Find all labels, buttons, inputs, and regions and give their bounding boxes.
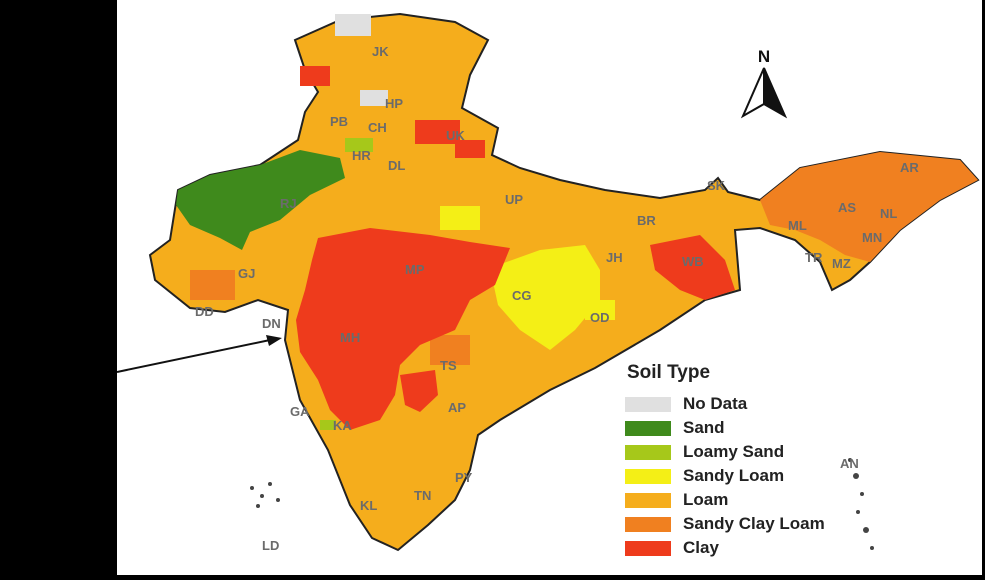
label-ch: CH — [368, 120, 387, 135]
legend-item: Loamy Sand — [625, 440, 925, 464]
label-mn: MN — [862, 230, 882, 245]
clay-region — [296, 66, 735, 430]
label-pb: PB — [330, 114, 348, 129]
label-hr: HR — [352, 148, 371, 163]
pointer-arrow — [117, 335, 282, 373]
legend-title: Soil Type — [627, 362, 711, 383]
state-labels: JK HP PB CH UK HR DL RJ UP BR SK AR AS N… — [195, 44, 919, 553]
label-ap: AP — [448, 400, 466, 415]
label-ld: LD — [262, 538, 279, 553]
legend-item: Clay — [625, 536, 925, 560]
label-tr: TR — [805, 250, 823, 265]
label-od: OD — [590, 310, 610, 325]
legend-item: Sandy Clay Loam — [625, 512, 925, 536]
label-ga: GA — [290, 404, 310, 419]
label-uk: UK — [446, 128, 465, 143]
label-gj: GJ — [238, 266, 255, 281]
legend-swatch — [625, 492, 671, 508]
legend-label: Loamy Sand — [683, 442, 785, 461]
label-mh: MH — [340, 330, 360, 345]
legend-swatch — [625, 540, 671, 556]
legend-rows: No Data Sand Loamy Sand Sandy Loam Loam Sandy… — [625, 392, 925, 560]
islands — [250, 458, 874, 550]
label-mz: MZ — [832, 256, 851, 271]
label-ml: ML — [788, 218, 807, 233]
legend-item: Loam — [625, 488, 925, 512]
map-panel: JK HP PB CH UK HR DL RJ UP BR SK AR AS N… — [117, 0, 982, 575]
label-rj: RJ — [280, 196, 297, 211]
label-tn: TN — [414, 488, 431, 503]
loamy-sand-region — [320, 138, 373, 430]
legend-label: Sandy Loam — [683, 466, 785, 485]
label-dn: DN — [262, 316, 281, 331]
label-dl: DL — [388, 158, 405, 173]
legend-swatch — [625, 516, 671, 532]
legend-label: Loam — [683, 490, 729, 509]
label-up: UP — [505, 192, 523, 207]
no-data-region — [335, 14, 388, 106]
label-kl: KL — [360, 498, 377, 513]
label-dd: DD — [195, 304, 214, 319]
label-wb: WB — [682, 254, 704, 269]
sandy-clay-loam-region — [190, 152, 978, 365]
north-arrow-icon: N — [740, 47, 788, 119]
legend-label: No Data — [683, 394, 748, 413]
legend-label: Clay — [683, 538, 719, 557]
label-hp: HP — [385, 96, 403, 111]
legend-label: Sand — [683, 418, 725, 437]
india-soil-map: JK HP PB CH UK HR DL RJ UP BR SK AR AS N… — [117, 12, 980, 553]
label-as: AS — [838, 200, 856, 215]
label-nl: NL — [880, 206, 897, 221]
north-label: N — [758, 47, 770, 66]
label-an: AN — [840, 456, 859, 471]
label-ar: AR — [900, 160, 919, 175]
sand-region — [176, 150, 345, 250]
legend-item: Sand — [625, 416, 925, 440]
label-br: BR — [637, 213, 656, 228]
label-jk: JK — [372, 44, 389, 59]
label-ts: TS — [440, 358, 457, 373]
label-sk: SK — [707, 178, 726, 193]
legend-swatch — [625, 468, 671, 484]
legend-swatch — [625, 420, 671, 436]
label-mp: MP — [405, 262, 425, 277]
north-arrow: N — [739, 44, 789, 129]
legend-label: Sandy Clay Loam — [683, 514, 825, 533]
legend: Soil Type No Data Sand Loamy Sand Sandy Loa… — [625, 362, 925, 560]
label-py: PY — [455, 470, 473, 485]
label-jh: JH — [606, 250, 623, 265]
label-ka: KA — [333, 418, 352, 433]
legend-item: Sandy Loam — [625, 464, 925, 488]
legend-item: No Data — [625, 392, 925, 416]
label-cg: CG — [512, 288, 532, 303]
legend-swatch — [625, 444, 671, 460]
sandy-loam-region — [440, 206, 615, 350]
legend-swatch — [625, 396, 671, 412]
